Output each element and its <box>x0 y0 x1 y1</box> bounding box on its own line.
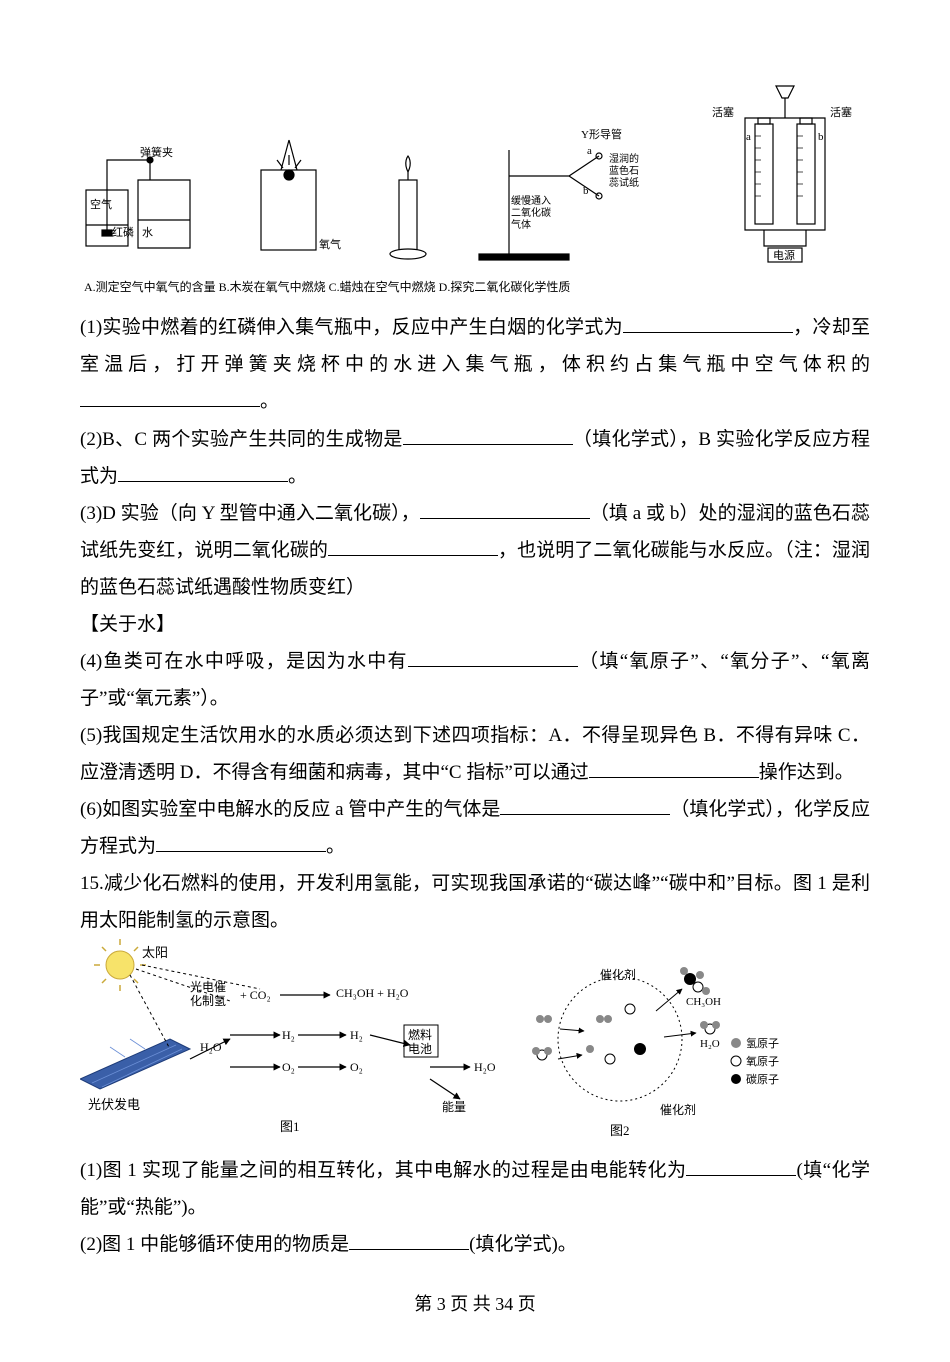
q15-1-a: (1)图 1 实现了能量之间的相互转化，其中电解水的过程是由电能转化为 <box>80 1160 686 1181</box>
question-4: (4)鱼类可在水中呼吸，是因为水中有（填“氧原子”、“氧分子”、“氧离子”或“氧… <box>80 643 870 717</box>
footer-a: 第 <box>414 1294 437 1314</box>
label-h2-2: H₂ <box>350 1028 363 1042</box>
label-ea: a <box>746 131 751 143</box>
q15-2-b: (填化学式)。 <box>469 1234 577 1255</box>
header-water: 【关于水】 <box>80 606 870 643</box>
label-power: 电源 <box>773 248 795 262</box>
question-2: (2)B、C 两个实验产生共同的生成物是（填化学式），B 实验化学反应方程式为。 <box>80 421 870 495</box>
q5-text-b: 操作达到。 <box>759 762 854 783</box>
label-b: b <box>583 185 589 197</box>
footer-e: 页 <box>513 1294 536 1314</box>
label-ch3oh: CH₃OH + H₂O <box>336 986 409 1000</box>
q1-text-c: 。 <box>260 391 279 412</box>
q15-2-a: (2)图 1 中能够循环使用的物质是 <box>80 1234 349 1255</box>
page-footer: 第 3 页 共 34 页 <box>80 1287 870 1322</box>
question-15-2: (2)图 1 中能够循环使用的物质是 (填化学式)。 <box>80 1226 870 1263</box>
label-o2: 氧气 <box>319 237 341 251</box>
question-15-1: (1)图 1 实现了能量之间的相互转化，其中电解水的过程是由电能转化为(填“化学… <box>80 1152 870 1226</box>
blank <box>156 833 326 852</box>
label-h2-1: H₂ <box>282 1028 295 1042</box>
question-5: (5)我国规定生活饮用水的水质必须达到下述四项指标：A．不得呈现异色 B．不得有… <box>80 717 870 791</box>
label-co2: + CO₂ <box>240 988 271 1002</box>
blank <box>500 796 670 815</box>
label-slow-2: 二氧化碳 <box>511 206 551 219</box>
label-pv: 光伏发电 <box>88 1097 140 1112</box>
label-mol-h2o: H₂O <box>700 1038 720 1050</box>
question-6: (6)如图实验室中电解水的反应 a 管中产生的气体是（填化学式），化学反应方程式… <box>80 791 870 865</box>
label-catalyst-2: 催化剂 <box>660 1102 696 1117</box>
label-water: 水 <box>142 226 153 239</box>
label-paper-2: 蓝色石 <box>609 164 639 177</box>
label-a: a <box>587 145 592 157</box>
question-3: (3)D 实验（向 Y 型管中通入二氧化碳），（填 a 或 b）处的湿润的蓝色石… <box>80 495 870 606</box>
label-fuelcell-2: 电池 <box>408 1042 432 1056</box>
label-h2o-2: H₂O <box>474 1060 496 1074</box>
label-mol-ch3oh: CH₃OH <box>686 996 721 1008</box>
blank <box>589 759 759 778</box>
blank <box>118 463 288 482</box>
legend-o: 氧原子 <box>746 1054 779 1068</box>
label-h2o: H₂O <box>200 1040 222 1054</box>
blank <box>80 388 260 407</box>
blank <box>623 314 793 333</box>
figure-row: 弹簧夹 空气 水 红磷 氧气 <box>80 80 870 270</box>
label-o2-1: O₂ <box>282 1060 295 1074</box>
label-energy: 能量 <box>442 1100 466 1114</box>
figure-c <box>377 130 439 270</box>
q4-text-a: (4)鱼类可在水中呼吸，是因为水中有 <box>80 651 408 672</box>
legend-h: 氢原子 <box>746 1036 779 1050</box>
q6-text-c: 。 <box>326 836 345 857</box>
label-fig1: 图1 <box>280 1119 300 1134</box>
blank <box>420 500 590 519</box>
label-air: 空气 <box>90 197 112 211</box>
label-fuelcell-1: 燃料 <box>408 1027 432 1042</box>
question-15-intro: 15.减少化石燃料的使用，开发利用氢能，可实现我国承诺的“碳达峰”“碳中和”目标… <box>80 865 870 939</box>
q1-text-a: (1)实验中燃着的红磷伸入集气瓶中，反应中产生白烟的化学式为 <box>80 317 623 338</box>
blank <box>328 537 498 556</box>
figure-b: 氧气 <box>241 130 346 270</box>
label-catalyst-1: 催化剂 <box>600 967 636 982</box>
label-fig2: 图2 <box>610 1123 630 1138</box>
footer-b: 3 <box>437 1294 446 1314</box>
label-paper-3: 蕊试纸 <box>609 176 639 189</box>
figure-a: 弹簧夹 空气 水 红磷 <box>80 130 210 270</box>
q6-text-a: (6)如图实验室中电解水的反应 a 管中产生的气体是 <box>80 799 500 820</box>
label-stopper-r: 活塞 <box>830 105 852 119</box>
label-o2-2: O₂ <box>350 1060 363 1074</box>
label-sun: 太阳 <box>142 945 168 960</box>
question-1: (1)实验中燃着的红磷伸入集气瓶中，反应中产生白烟的化学式为，冷却至室温后，打开… <box>80 309 870 420</box>
blank <box>408 648 578 667</box>
blank <box>686 1157 796 1176</box>
label-ytube: Y形导管 <box>581 127 622 141</box>
label-photocat-2: 化制氢 <box>190 993 226 1008</box>
label-redp: 红磷 <box>112 226 134 239</box>
label-paper-1: 湿润的 <box>609 152 639 165</box>
q3-text-a: (3)D 实验（向 Y 型管中通入二氧化碳）， <box>80 503 420 524</box>
label-eb: b <box>818 131 824 143</box>
figure-d: Y形导管 a b 缓慢通入 二氧化碳 气体 湿润的 蓝色石 蕊试纸 <box>469 120 669 270</box>
diagram-row: 太阳 光伏发电 光电催 化制氢 + CO₂ <box>80 939 870 1152</box>
blank <box>349 1231 469 1250</box>
legend-c: 碳原子 <box>746 1072 779 1086</box>
label-stopper-l: 活塞 <box>712 105 734 119</box>
figure-caption: A.测定空气中氧气的含量 B.木炭在氧气中燃烧 C.蜡烛在空气中燃烧 D.探究二… <box>80 276 870 299</box>
q2-text-c: 。 <box>288 466 307 487</box>
figure-e: 活塞 活塞 a b 电源 <box>700 80 870 270</box>
label-slow-1: 缓慢通入 <box>511 194 551 207</box>
label-photocat: 光电催 <box>190 980 226 994</box>
blank <box>403 426 573 445</box>
label-slow-3: 气体 <box>511 218 531 231</box>
label-clamp: 弹簧夹 <box>140 145 173 159</box>
footer-c: 页 共 <box>446 1294 496 1314</box>
footer-d: 34 <box>495 1294 513 1314</box>
q2-text-a: (2)B、C 两个实验产生共同的生成物是 <box>80 429 403 450</box>
